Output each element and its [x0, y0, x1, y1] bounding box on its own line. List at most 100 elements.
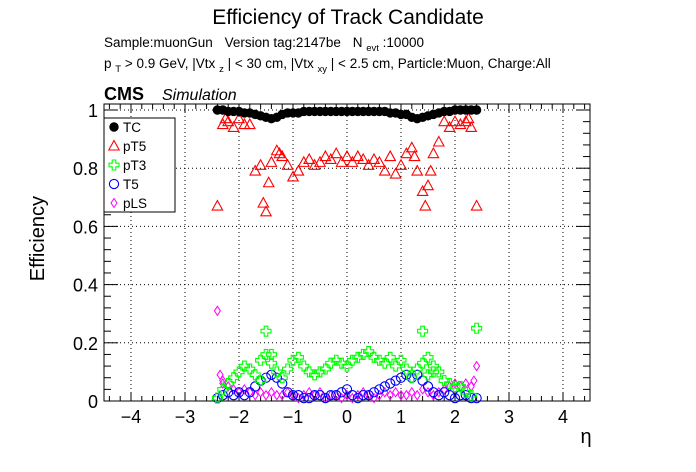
chart-title: Efficiency of Track Candidate	[212, 6, 484, 29]
t5-point	[390, 375, 401, 386]
pls-point	[429, 389, 438, 401]
pt5-point	[324, 152, 337, 165]
pt3-point	[357, 348, 369, 360]
pls-point	[402, 389, 411, 401]
axis-tick-labels: −4 −3 −2 −1 0 1 2 3 4 0 0.2 0.4 0.6 0.8 1	[73, 101, 568, 427]
subtitle-rest: | < 2.5 cm, Particle:Muon, Charge:All	[331, 56, 551, 71]
t5-point	[233, 387, 245, 398]
pt3-point	[384, 351, 396, 363]
subtitle-sample: Sample:muonGun	[104, 35, 213, 50]
pt5-point	[227, 120, 240, 133]
pt5-point	[259, 205, 273, 217]
axis-ticks	[104, 104, 590, 402]
pt5-point	[286, 170, 300, 182]
simulation-label: Simulation	[162, 87, 237, 104]
subtitle-line-1: Sample:muonGun Version tag:2147be N evt …	[104, 35, 424, 54]
pt5-point	[432, 135, 445, 147]
legend-box	[103, 117, 176, 213]
subtitle-version: Version tag:2147be	[225, 35, 341, 50]
t5-point	[304, 392, 315, 404]
pt3-point	[271, 366, 283, 378]
pls-point	[397, 389, 405, 401]
pt5-point	[303, 152, 316, 165]
pt5-point	[308, 158, 321, 170]
pt5-point	[421, 179, 435, 191]
t5-point	[282, 387, 293, 398]
y-tick-label: 0.8	[73, 159, 98, 179]
pls-point	[216, 369, 224, 381]
legend-marker-pt5	[107, 139, 121, 151]
t5-point	[287, 390, 299, 401]
pls-point	[472, 360, 481, 372]
pt5-point	[462, 112, 475, 124]
pt5-point	[257, 196, 270, 208]
pls-point	[348, 392, 357, 404]
pt5-point	[351, 149, 364, 162]
pt3-point	[228, 372, 240, 384]
x-tick-label: 0	[342, 407, 352, 427]
pt5-point	[346, 155, 359, 167]
pt5-point	[373, 155, 386, 167]
legend-label-tc: TC	[123, 120, 141, 135]
y-tick-label: 0.4	[73, 276, 98, 296]
t5-point	[336, 387, 347, 398]
pt3-point	[319, 363, 331, 375]
pt5-point	[292, 164, 305, 176]
x-tick-label: −4	[121, 407, 142, 427]
t5-point	[444, 390, 455, 401]
pls-point	[413, 389, 421, 401]
pt5-point	[400, 147, 413, 159]
pt3-point	[417, 325, 429, 337]
legend-label-t5: T5	[123, 177, 139, 192]
pt3-point	[352, 351, 364, 363]
pt3-point	[422, 369, 434, 381]
pt5-point	[357, 152, 370, 165]
x-tick-label: 2	[450, 407, 460, 427]
data-markers	[211, 105, 483, 404]
x-axis-label: η	[580, 426, 591, 448]
pt3-point	[417, 357, 429, 369]
pt5-point	[454, 117, 467, 130]
pt3-point	[346, 354, 358, 366]
cms-label: CMS	[104, 84, 144, 104]
t5-point	[298, 392, 309, 404]
pt5-point	[313, 155, 327, 167]
pt3-point	[406, 372, 418, 384]
t5-point	[239, 390, 250, 401]
pls-point	[273, 389, 281, 401]
pt5-point	[416, 184, 429, 197]
x-tick-label: −1	[283, 407, 304, 427]
t5-point	[331, 390, 342, 401]
pls-point	[267, 386, 276, 398]
pt3-point	[298, 360, 310, 372]
pt3-point	[260, 325, 272, 337]
pt3-point	[282, 363, 294, 375]
pt3-point	[244, 363, 256, 375]
pt5-point	[419, 199, 432, 211]
x-tick-label: 4	[558, 407, 568, 427]
pt5-point	[222, 114, 235, 127]
pls-point	[294, 392, 303, 404]
pt5-point	[297, 155, 310, 167]
pt3-point	[292, 351, 304, 363]
legend-marker-t5	[108, 178, 120, 190]
t5-point	[244, 387, 255, 398]
pt5-point	[389, 167, 402, 179]
t5-point	[363, 390, 374, 401]
pt5-point	[448, 114, 462, 127]
chart-header: Efficiency of Track Candidate Sample:muo…	[104, 6, 551, 104]
pt3-point	[341, 360, 353, 372]
pt3-point	[217, 383, 229, 395]
pt5-point	[232, 112, 246, 124]
legend-marker-pt3	[108, 159, 120, 171]
pt5-point	[276, 149, 289, 162]
pt5-point	[438, 114, 451, 127]
pt3-point	[427, 360, 439, 372]
pls-point	[240, 383, 249, 395]
pt5-point	[427, 147, 440, 159]
pt5-point	[378, 164, 391, 176]
pt5-point	[459, 114, 472, 127]
pt5-point	[265, 155, 278, 167]
t5-point	[314, 390, 326, 401]
y-tick-label: 0.6	[73, 217, 98, 237]
